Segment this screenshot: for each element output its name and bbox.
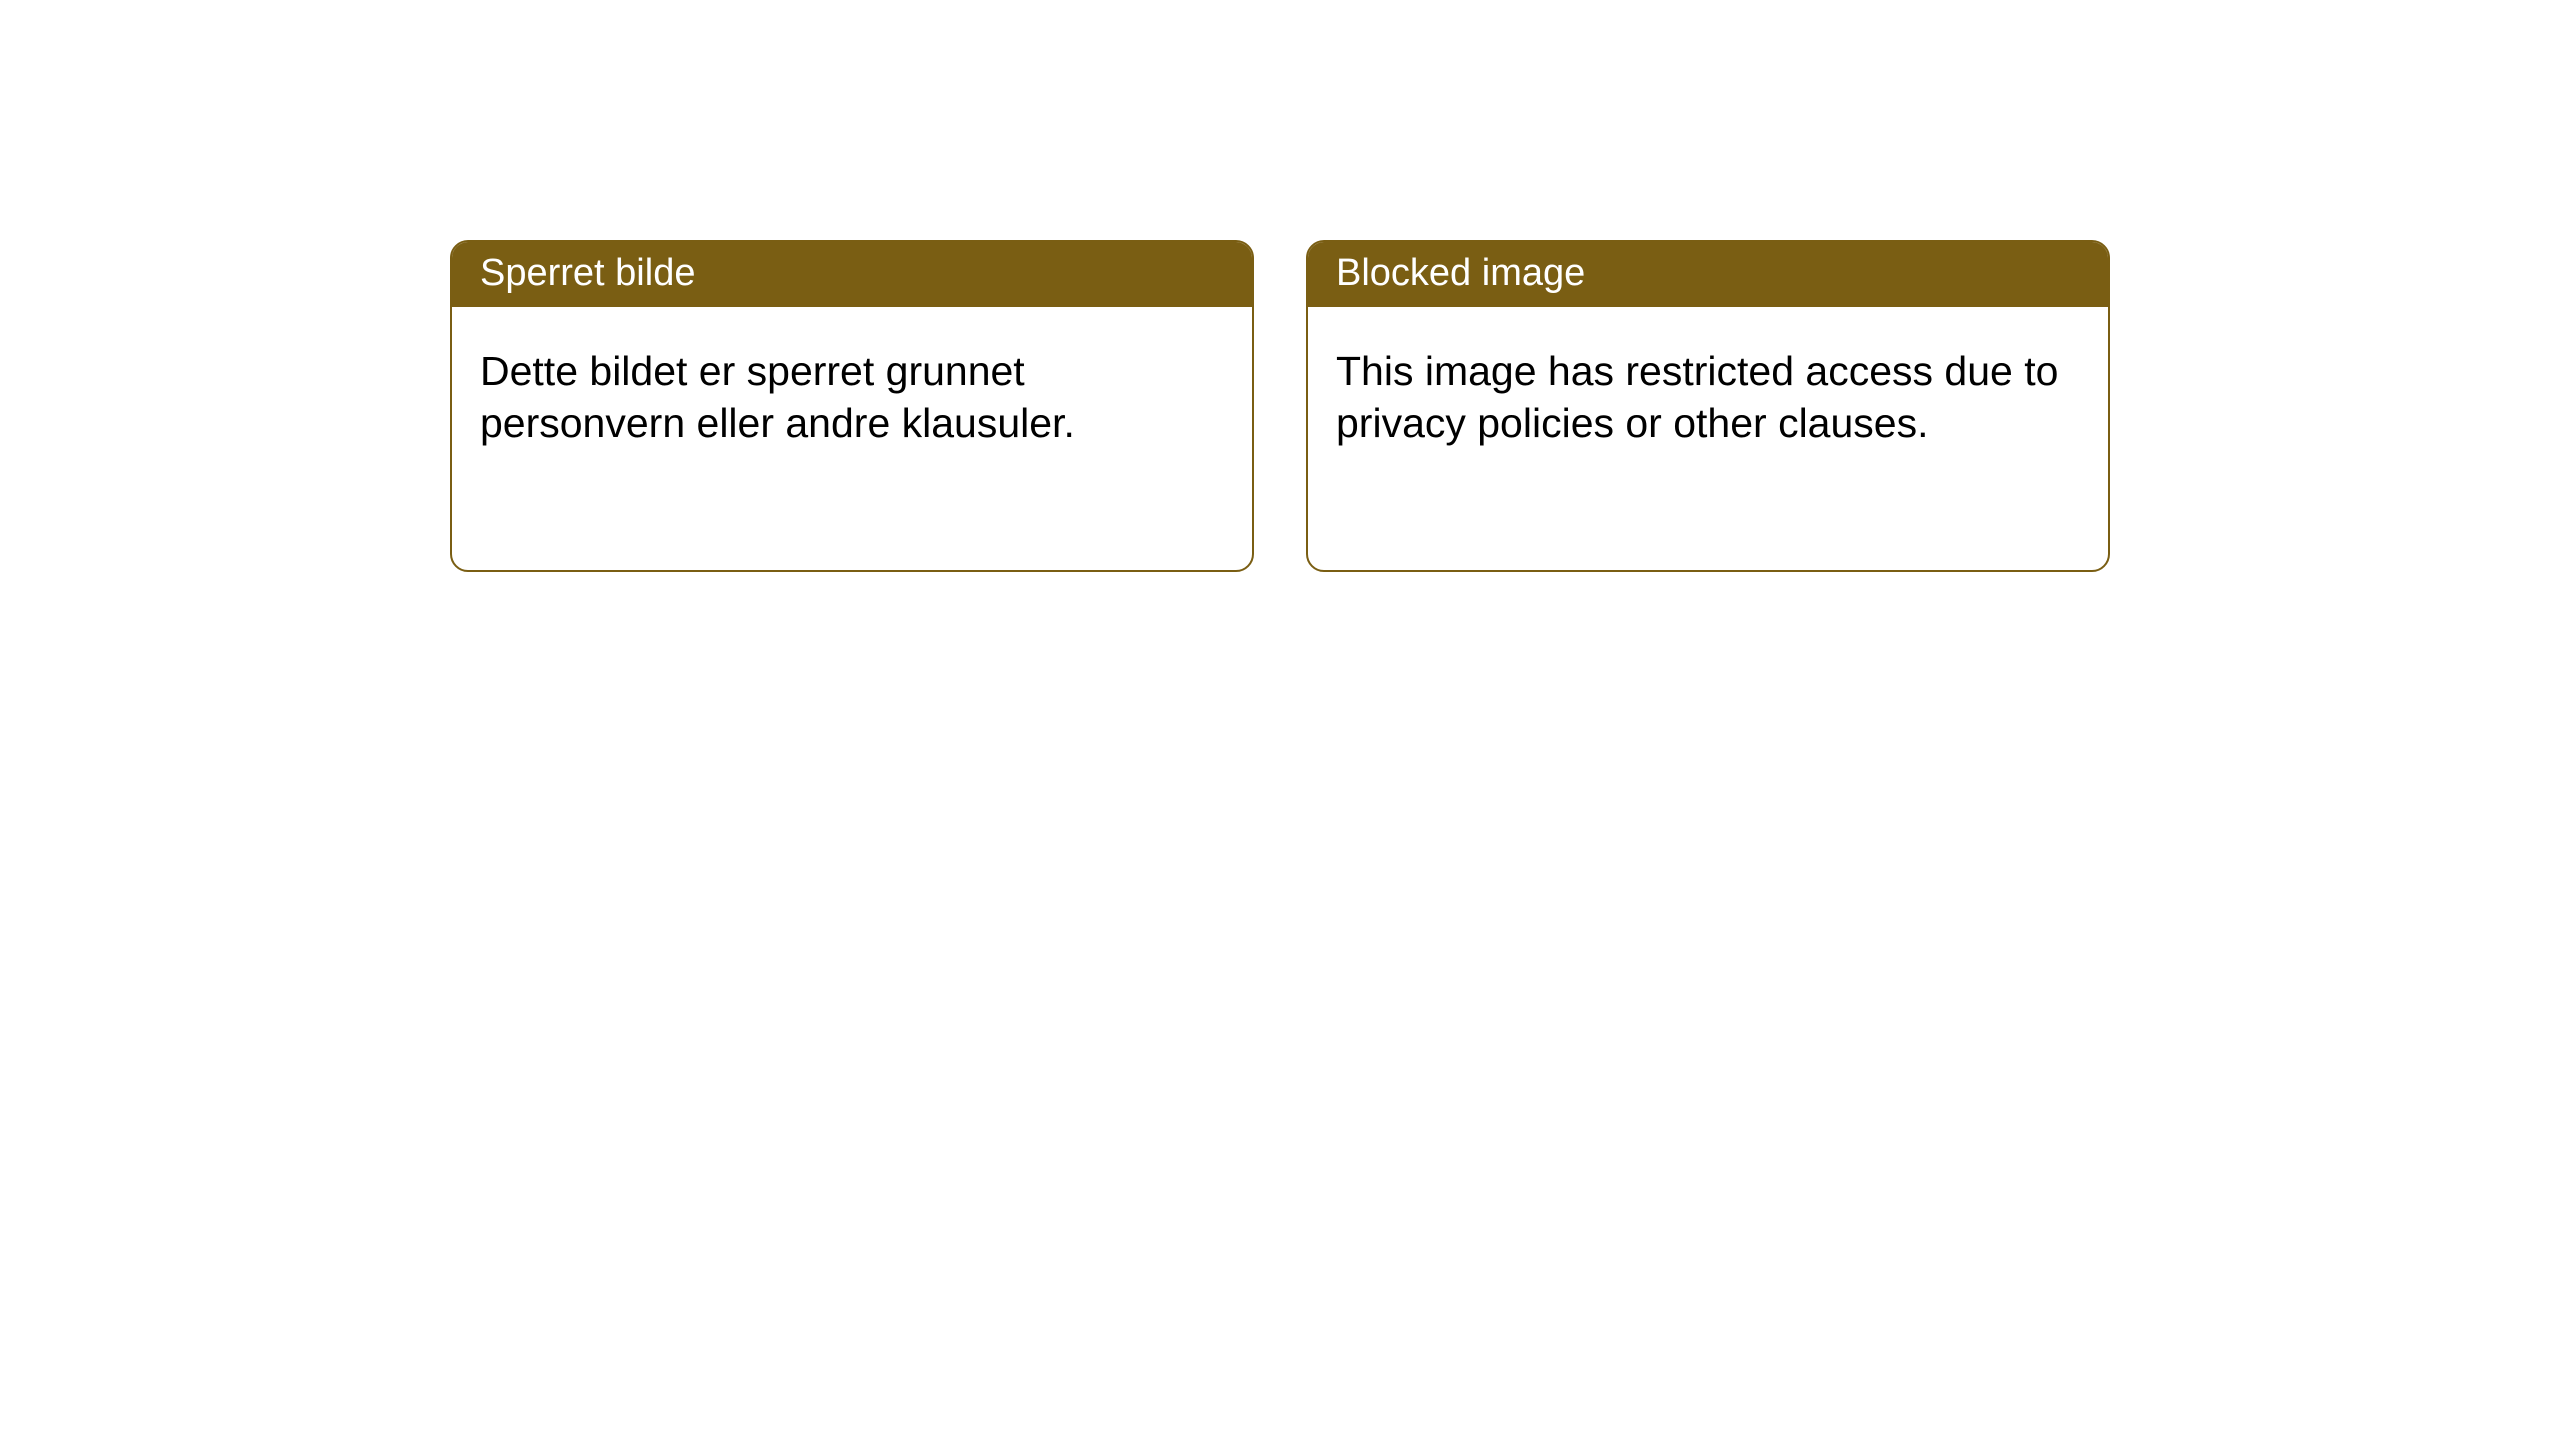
notice-card-norwegian: Sperret bilde Dette bildet er sperret gr… bbox=[450, 240, 1254, 572]
notice-body-text: This image has restricted access due to … bbox=[1308, 307, 2108, 478]
notice-body-text: Dette bildet er sperret grunnet personve… bbox=[452, 307, 1252, 478]
notice-container: Sperret bilde Dette bildet er sperret gr… bbox=[0, 0, 2560, 572]
notice-card-english: Blocked image This image has restricted … bbox=[1306, 240, 2110, 572]
notice-title: Sperret bilde bbox=[452, 242, 1252, 307]
notice-title: Blocked image bbox=[1308, 242, 2108, 307]
